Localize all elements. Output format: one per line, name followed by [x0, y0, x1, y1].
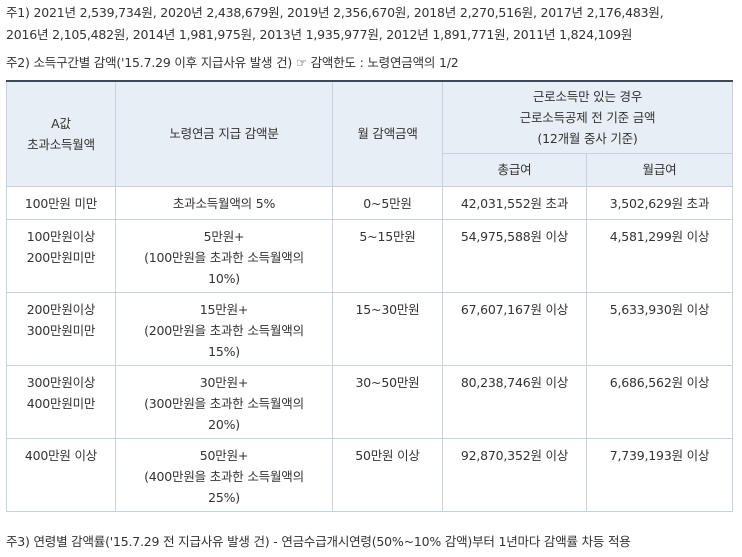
cell-reduction: 30만원+ (300만원을 초과한 소득월액의 20%) — [115, 364, 333, 439]
cell-range: 100만원 미만 — [6, 185, 116, 220]
cell-total-pay: 80,238,746원 이상 — [442, 364, 587, 439]
cell-monthly-pay: 7,739,193원 이상 — [586, 437, 733, 512]
cell-total-pay: 92,870,352원 이상 — [442, 437, 587, 512]
cell-total-pay: 42,031,552원 초과 — [442, 185, 587, 220]
table-row: 100만원 미만 초과소득월액의 5% 0~5만원 42,031,552원 초과… — [6, 185, 733, 220]
cell-range: 100만원이상 200만원미만 — [6, 218, 116, 293]
footnote-2: 주2) 소득구간별 감액('15.7.29 이후 지급사유 발생 건) ☞ 감액… — [6, 55, 459, 70]
table-body: 100만원 미만 초과소득월액의 5% 0~5만원 42,031,552원 초과… — [6, 185, 733, 512]
header-monthly-pay: 월급여 — [586, 152, 733, 187]
header-earned-income-group: 근로소득만 있는 경우 근로소득공제 전 기준 금액 (12개월 중사 기준) — [442, 80, 733, 154]
cell-reduction: 15만원+ (200만원을 초과한 소득월액의 15%) — [115, 291, 333, 366]
cell-range: 200만원이상 300만원미만 — [6, 291, 116, 366]
cell-monthly-reduction: 50만원 이상 — [332, 437, 443, 512]
cell-monthly-pay: 6,686,562원 이상 — [586, 364, 733, 439]
table-row: 300만원이상 400만원미만 30만원+ (300만원을 초과한 소득월액의 … — [6, 364, 733, 439]
header-monthly-reduction: 월 감액금액 — [332, 80, 443, 187]
cell-monthly-pay: 3,502,629원 초과 — [586, 185, 733, 220]
cell-monthly-reduction: 0~5만원 — [332, 185, 443, 220]
cell-monthly-reduction: 30~50만원 — [332, 364, 443, 439]
cell-reduction: 초과소득월액의 5% — [115, 185, 333, 220]
cell-monthly-reduction: 5~15만원 — [332, 218, 443, 293]
table-header: A값 초과소득월액 노령연금 지급 감액분 월 감액금액 근로소득만 있는 경우… — [6, 80, 733, 187]
header-total-pay: 총급여 — [442, 152, 587, 187]
table-row: 100만원이상 200만원미만 5만원+ (100만원을 초과한 소득월액의 1… — [6, 218, 733, 293]
header-reduction: 노령연금 지급 감액분 — [115, 80, 333, 187]
cell-reduction: 50만원+ (400만원을 초과한 소득월액의 25%) — [115, 437, 333, 512]
table-row: 200만원이상 300만원미만 15만원+ (200만원을 초과한 소득월액의 … — [6, 291, 733, 366]
cell-range: 400만원 이상 — [6, 437, 116, 512]
cell-total-pay: 54,975,588원 이상 — [442, 218, 587, 293]
footnote-3: 주3) 연령별 감액률('15.7.29 전 지급사유 발생 건) - 연금수급… — [6, 534, 631, 549]
cell-total-pay: 67,607,167원 이상 — [442, 291, 587, 366]
cell-range: 300만원이상 400만원미만 — [6, 364, 116, 439]
cell-monthly-reduction: 15~30만원 — [332, 291, 443, 366]
cell-reduction: 5만원+ (100만원을 초과한 소득월액의 10%) — [115, 218, 333, 293]
footnote-1: 주1) 2021년 2,539,734원, 2020년 2,438,679원, … — [6, 5, 664, 42]
cell-monthly-pay: 4,581,299원 이상 — [586, 218, 733, 293]
cell-monthly-pay: 5,633,930원 이상 — [586, 291, 733, 366]
header-excess-income: A값 초과소득월액 — [6, 80, 116, 187]
table-row: 400만원 이상 50만원+ (400만원을 초과한 소득월액의 25%) 50… — [6, 437, 733, 512]
reduction-table: A값 초과소득월액 노령연금 지급 감액분 월 감액금액 근로소득만 있는 경우… — [6, 80, 733, 512]
